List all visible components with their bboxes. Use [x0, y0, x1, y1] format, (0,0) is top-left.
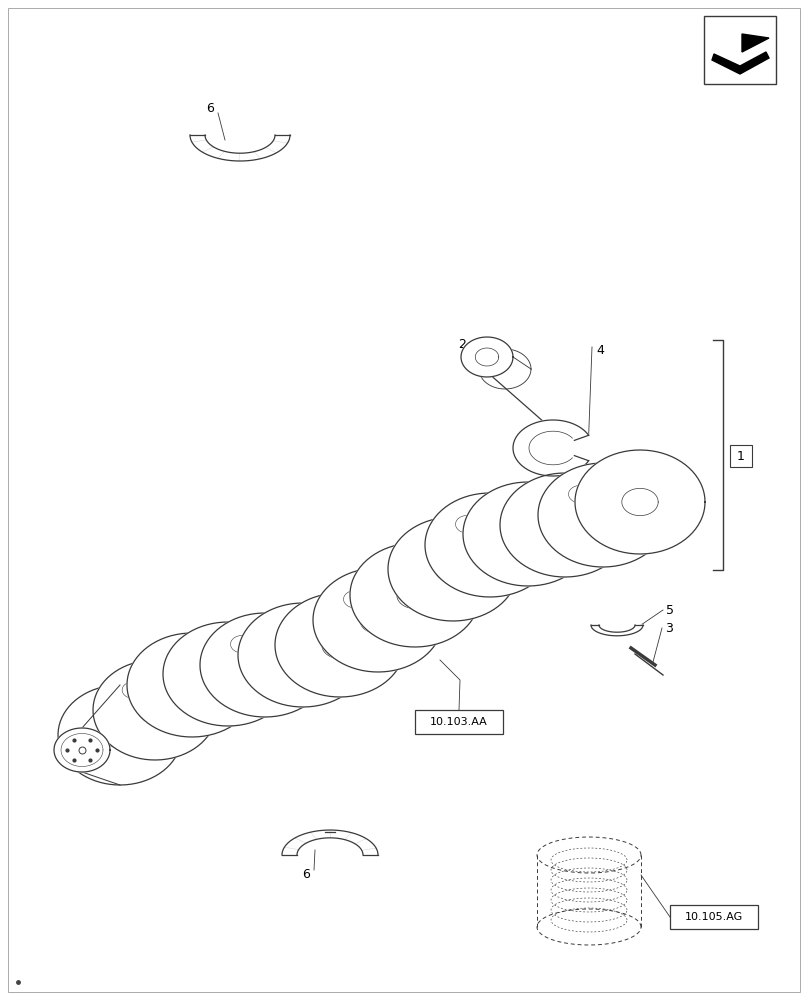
Polygon shape: [463, 482, 593, 586]
Polygon shape: [513, 420, 589, 476]
Polygon shape: [742, 34, 769, 52]
Text: 10.103.AA: 10.103.AA: [430, 717, 488, 727]
Polygon shape: [93, 660, 217, 760]
Text: 3: 3: [665, 621, 673, 635]
Text: 6: 6: [206, 102, 214, 114]
Text: 10.105.AG: 10.105.AG: [685, 912, 743, 922]
Bar: [730, 445, 752, 467]
Text: 4: 4: [596, 344, 604, 357]
Polygon shape: [275, 593, 405, 697]
Polygon shape: [238, 603, 368, 707]
Polygon shape: [190, 135, 290, 161]
Text: 6: 6: [302, 868, 310, 882]
Text: 1: 1: [737, 450, 745, 462]
Bar: [704, 16, 776, 84]
Polygon shape: [350, 543, 480, 647]
Text: 5: 5: [666, 603, 674, 616]
Polygon shape: [200, 613, 330, 717]
Bar: [670, 905, 758, 929]
Polygon shape: [487, 363, 562, 423]
Bar: [415, 710, 503, 734]
Polygon shape: [127, 633, 257, 737]
Text: 2: 2: [458, 338, 466, 352]
Polygon shape: [54, 728, 110, 772]
Polygon shape: [163, 622, 293, 726]
Polygon shape: [388, 517, 518, 621]
Polygon shape: [461, 337, 513, 377]
Polygon shape: [58, 685, 182, 785]
Polygon shape: [500, 473, 630, 577]
Polygon shape: [282, 830, 378, 855]
Polygon shape: [575, 450, 705, 554]
Polygon shape: [710, 36, 742, 68]
Polygon shape: [591, 625, 643, 636]
Polygon shape: [712, 52, 769, 74]
Polygon shape: [313, 568, 443, 672]
Polygon shape: [425, 493, 555, 597]
Polygon shape: [538, 463, 668, 567]
